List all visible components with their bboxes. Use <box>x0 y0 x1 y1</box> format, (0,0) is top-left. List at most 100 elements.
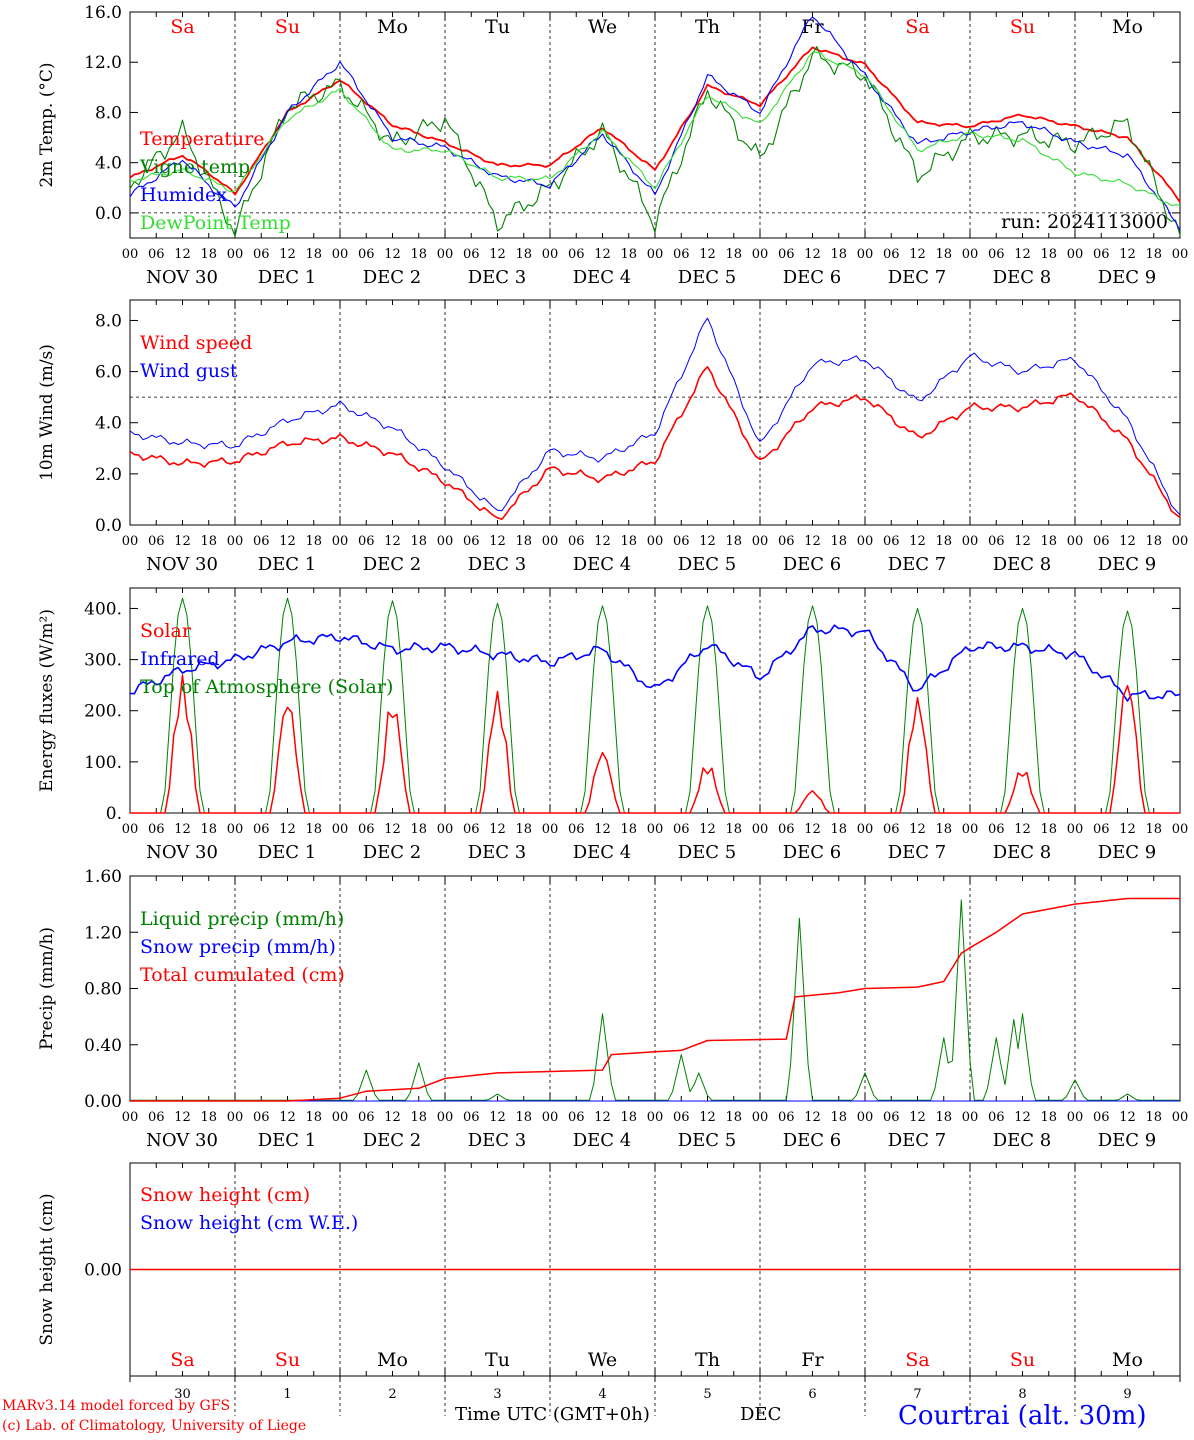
legend-entry: Vigne temp <box>139 156 250 178</box>
hour-tick-label: 00 <box>332 534 349 549</box>
hour-tick-label: 12 <box>1119 1110 1136 1125</box>
y-tick-label: 4.0 <box>95 154 122 174</box>
y-tick-label: 0.0 <box>95 516 122 536</box>
legend-entry: Top of Atmosphere (Solar) <box>140 676 393 698</box>
hour-tick-label: 00 <box>1172 534 1189 549</box>
date-label: DEC 5 <box>678 554 737 575</box>
hour-tick-label: 18 <box>200 822 217 837</box>
legend-entry: Temperature <box>140 128 264 150</box>
series-line-lightgreen <box>129 51 1181 206</box>
hour-tick-label: 18 <box>935 534 952 549</box>
hour-tick-label: 12 <box>804 822 821 837</box>
hour-tick-label: 12 <box>909 247 926 262</box>
hour-tick-label: 06 <box>568 247 585 262</box>
footer-credit-1: MARv3.14 model forced by GFS <box>2 1398 231 1414</box>
day-number-label: 4 <box>598 1387 606 1402</box>
legend-entry: Wind speed <box>140 332 252 354</box>
month-label: DEC <box>740 1404 782 1425</box>
hour-tick-label: 00 <box>437 822 454 837</box>
hour-tick-label: 00 <box>857 534 874 549</box>
hour-tick-label: 06 <box>778 534 795 549</box>
date-label: NOV 30 <box>146 1130 218 1151</box>
hour-tick-label: 12 <box>1119 822 1136 837</box>
hour-tick-label: 12 <box>1014 822 1031 837</box>
hour-tick-label: 06 <box>358 534 375 549</box>
hour-tick-label: 06 <box>673 1110 690 1125</box>
hour-tick-label: 12 <box>1014 1110 1031 1125</box>
hour-tick-label: 00 <box>1172 1110 1189 1125</box>
hour-tick-label: 12 <box>804 247 821 262</box>
hour-tick-label: 00 <box>542 247 559 262</box>
hour-tick-label: 06 <box>463 1110 480 1125</box>
hour-tick-label: 00 <box>962 247 979 262</box>
hour-tick-label: 12 <box>699 1110 716 1125</box>
hour-tick-label: 00 <box>332 1110 349 1125</box>
hour-tick-label: 06 <box>253 247 270 262</box>
hour-tick-label: 12 <box>594 247 611 262</box>
y-tick-label: 12.0 <box>84 53 122 73</box>
hour-tick-label: 18 <box>620 247 637 262</box>
hour-tick-label: 06 <box>253 1110 270 1125</box>
hour-tick-label: 06 <box>778 1110 795 1125</box>
hour-tick-label: 12 <box>174 534 191 549</box>
hour-tick-label: 00 <box>752 247 769 262</box>
footer-credit-2: (c) Lab. of Climatology, University of L… <box>2 1418 307 1434</box>
hour-tick-label: 00 <box>122 822 139 837</box>
hour-tick-label: 00 <box>227 1110 244 1125</box>
y-tick-label: 0. <box>106 804 122 824</box>
date-label: DEC 3 <box>468 267 527 288</box>
date-label: DEC 2 <box>363 267 422 288</box>
hour-tick-label: 00 <box>752 1110 769 1125</box>
hour-tick-label: 12 <box>1119 247 1136 262</box>
day-label-top: Mo <box>1112 16 1143 38</box>
x-axis-label: Time UTC (GMT+0h) <box>455 1404 650 1425</box>
date-label: DEC 1 <box>258 554 317 575</box>
hour-tick-label: 00 <box>122 247 139 262</box>
day-label-bottom: Sa <box>905 1349 929 1371</box>
hour-tick-label: 06 <box>358 247 375 262</box>
hour-tick-label: 00 <box>962 822 979 837</box>
date-label: DEC 5 <box>678 267 737 288</box>
series-line-red <box>129 366 1181 520</box>
hour-tick-label: 06 <box>988 822 1005 837</box>
y-tick-label: 16.0 <box>84 3 122 23</box>
y-axis-label: Precip (mm/h) <box>37 927 57 1050</box>
day-label-bottom: Mo <box>377 1349 408 1371</box>
date-label: DEC 5 <box>678 1130 737 1151</box>
hour-tick-label: 12 <box>174 1110 191 1125</box>
hour-tick-label: 12 <box>594 822 611 837</box>
date-label: DEC 5 <box>678 842 737 863</box>
hour-tick-label: 18 <box>200 1110 217 1125</box>
y-axis-label: 10m Wind (m/s) <box>37 344 57 481</box>
hour-tick-label: 00 <box>542 534 559 549</box>
hour-tick-label: 18 <box>1145 1110 1162 1125</box>
hour-tick-label: 00 <box>122 534 139 549</box>
hour-tick-label: 00 <box>1172 822 1189 837</box>
day-label-top: Sa <box>905 16 929 38</box>
hour-tick-label: 06 <box>1093 534 1110 549</box>
hour-tick-label: 06 <box>358 1110 375 1125</box>
date-label: DEC 9 <box>1098 267 1157 288</box>
hour-tick-label: 00 <box>122 1110 139 1125</box>
y-tick-label: 8.0 <box>95 311 122 331</box>
hour-tick-label: 06 <box>463 247 480 262</box>
day-label-top: Sa <box>170 16 194 38</box>
hour-tick-label: 18 <box>305 1110 322 1125</box>
hour-tick-label: 06 <box>253 822 270 837</box>
hour-tick-label: 12 <box>1014 534 1031 549</box>
hour-tick-label: 06 <box>1093 247 1110 262</box>
date-label: DEC 4 <box>573 267 632 288</box>
hour-tick-label: 12 <box>279 822 296 837</box>
hour-tick-label: 12 <box>174 822 191 837</box>
hour-tick-label: 12 <box>384 534 401 549</box>
hour-tick-label: 12 <box>909 534 926 549</box>
day-label-bottom: Su <box>1010 1349 1035 1371</box>
date-label: DEC 4 <box>573 842 632 863</box>
hour-tick-label: 12 <box>489 247 506 262</box>
hour-tick-label: 06 <box>148 822 165 837</box>
date-label: DEC 9 <box>1098 554 1157 575</box>
hour-tick-label: 06 <box>1093 1110 1110 1125</box>
hour-tick-label: 00 <box>857 247 874 262</box>
hour-tick-label: 06 <box>883 1110 900 1125</box>
day-label-top: Su <box>1010 16 1035 38</box>
